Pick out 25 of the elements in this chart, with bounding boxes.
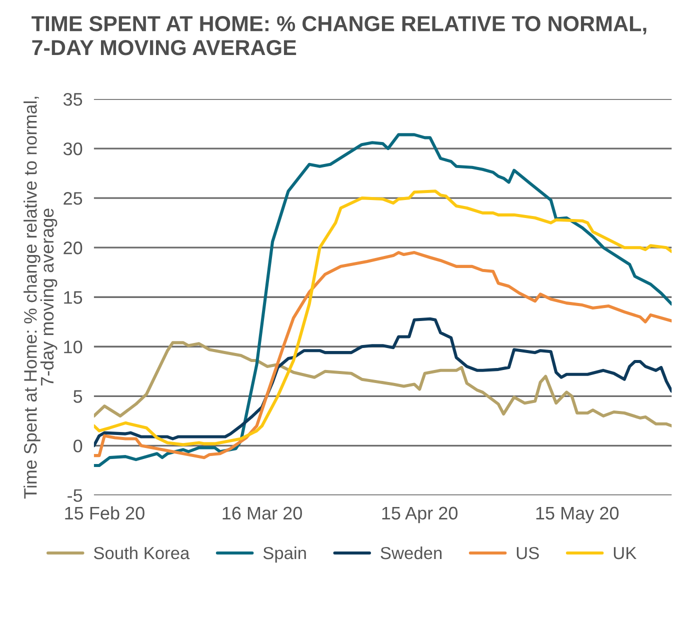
legend-label: South Korea bbox=[94, 546, 190, 560]
x-tick-label: 15 Feb 20 bbox=[65, 506, 144, 520]
y-tick-label: 5 bbox=[74, 390, 82, 403]
chart-title: TIME SPENT AT HOME: % CHANGE RELATIVE TO NORMAL, 7-DAY MOVING AVERAGE bbox=[32, 16, 646, 56]
legend-label: Spain bbox=[263, 546, 306, 563]
x-tick-label: 15 May 20 bbox=[536, 506, 619, 524]
y-tick-label: 15 bbox=[64, 291, 82, 304]
legend-label: UK bbox=[614, 547, 637, 560]
line-series bbox=[94, 341, 672, 428]
line-series bbox=[94, 190, 672, 446]
y-tick-label: -5 bbox=[68, 489, 82, 502]
y-tick-label: 35 bbox=[63, 92, 82, 106]
y-tick-label: 30 bbox=[63, 142, 82, 156]
legend-label: Sweden bbox=[380, 546, 442, 560]
line-series bbox=[94, 251, 672, 460]
line-series bbox=[94, 133, 672, 468]
y-tick-label: 10 bbox=[64, 340, 82, 354]
x-tick-label: 16 Mar 20 bbox=[222, 506, 302, 520]
legend-label: US bbox=[516, 546, 539, 560]
line-series bbox=[94, 317, 672, 448]
x-tick-label: 15 Apr 20 bbox=[382, 506, 458, 524]
y-tick-label: 0 bbox=[74, 440, 82, 452]
y-tick-label: 20 bbox=[64, 242, 82, 254]
y-tick-label: 25 bbox=[64, 192, 82, 205]
y-axis-title: Time Spent at Home: % change relative to normal, 7-day moving average bbox=[24, 96, 58, 499]
